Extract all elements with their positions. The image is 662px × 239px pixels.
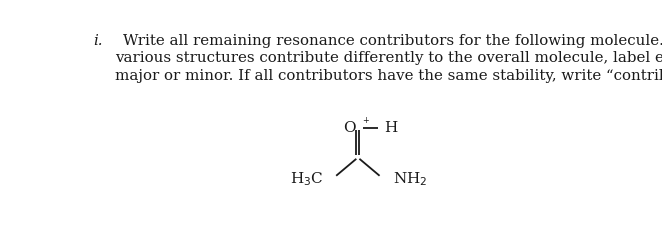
Text: O: O [343, 121, 355, 135]
Text: various structures contribute differently to the overall molecule, label each co: various structures contribute differentl… [115, 51, 662, 65]
Text: H$_3$C: H$_3$C [289, 170, 323, 188]
Text: $^+$: $^+$ [361, 116, 371, 126]
Text: NH$_2$: NH$_2$ [393, 170, 427, 188]
Text: H: H [384, 121, 397, 135]
Text: Write all remaining resonance contributors for the following molecule. If the: Write all remaining resonance contributo… [123, 34, 662, 48]
Text: major or minor. If all contributors have the same stability, write “contribute e: major or minor. If all contributors have… [115, 69, 662, 83]
Text: i.: i. [93, 34, 103, 48]
